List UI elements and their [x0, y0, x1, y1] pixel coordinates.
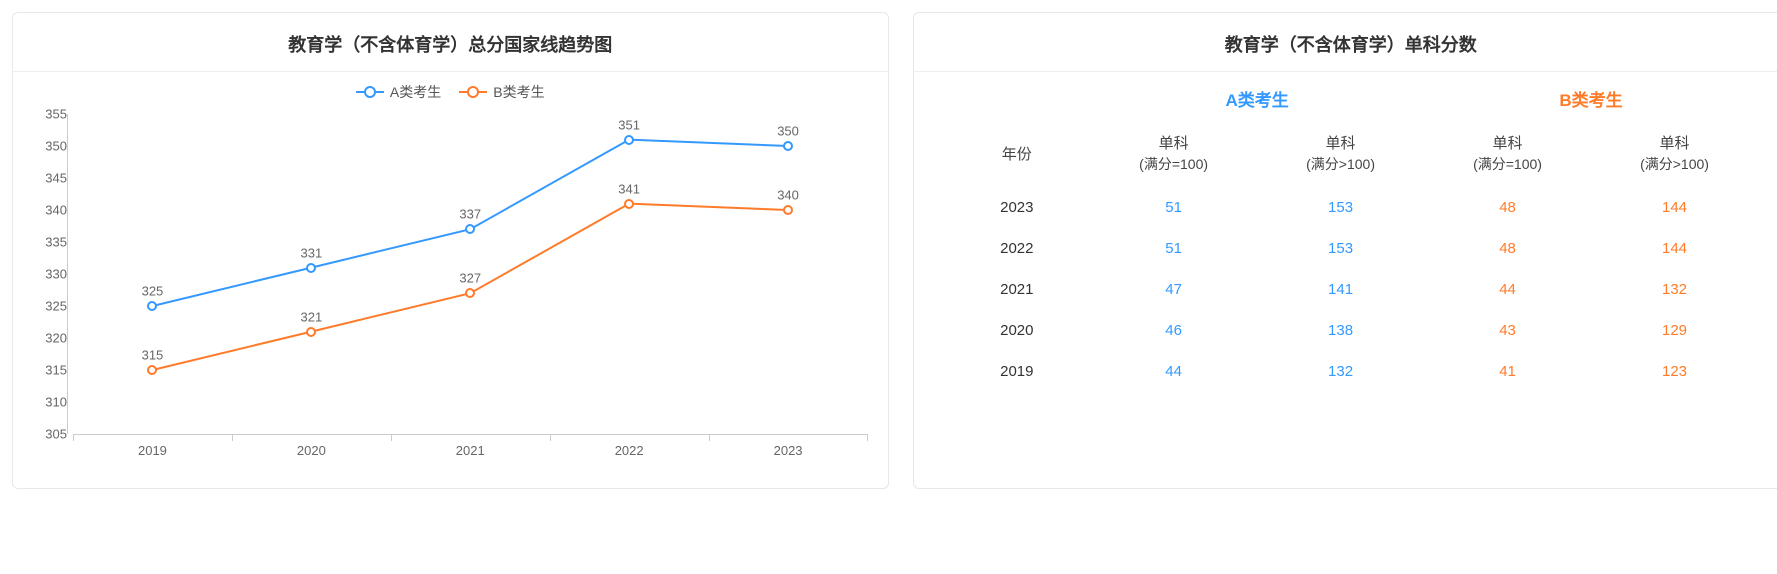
y-tick-label: 355: [45, 107, 67, 122]
chart-point-label: 350: [777, 124, 799, 139]
table-row: 20235115348144: [944, 187, 1759, 228]
cell-b100p: 144: [1591, 228, 1758, 269]
chart-point-label: 321: [300, 309, 322, 324]
table-row: 20194413241123: [944, 351, 1759, 392]
table-body: A类考生 B类考生 年份 单科 (满分=100) 单科 (满分>100): [914, 86, 1777, 410]
legend-item-a: A类考生: [356, 82, 441, 102]
y-tick-label: 325: [45, 299, 67, 314]
x-tick-label: 2019: [73, 434, 232, 474]
cell-a100p: 141: [1257, 269, 1424, 310]
col-a100-header: 单科 (满分=100): [1090, 121, 1257, 187]
table-group-header: A类考生 B类考生: [944, 86, 1759, 111]
cell-b100: 41: [1424, 351, 1591, 392]
group-header-spacer: [944, 86, 1091, 111]
cell-b100: 44: [1424, 269, 1591, 310]
chart-point-label: 351: [618, 117, 640, 132]
y-tick-label: 335: [45, 235, 67, 250]
table-panel: 教育学（不含体育学）单科分数 A类考生 B类考生 年份 单科 (满分=100): [913, 12, 1777, 489]
col-year-header: 年份: [944, 121, 1091, 187]
y-tick-label: 305: [45, 427, 67, 442]
cell-year: 2020: [944, 310, 1091, 351]
y-axis: 305310315320325330335340345350355: [27, 114, 67, 434]
cell-a100p: 138: [1257, 310, 1424, 351]
chart-point: [306, 263, 316, 273]
y-tick-label: 320: [45, 331, 67, 346]
cell-year: 2019: [944, 351, 1091, 392]
cell-b100: 48: [1424, 187, 1591, 228]
chart-area: 305310315320325330335340345350355 325331…: [73, 114, 868, 474]
chart-point-label: 337: [459, 207, 481, 222]
cell-a100: 51: [1090, 228, 1257, 269]
cell-year: 2022: [944, 228, 1091, 269]
chart-legend: A类考生 B类考生: [13, 82, 888, 102]
group-header-b: B类考生: [1424, 86, 1758, 111]
score-table: 年份 单科 (满分=100) 单科 (满分>100) 单科 (满分=100): [944, 121, 1759, 392]
legend-label-b: B类考生: [493, 82, 544, 102]
col-b100p-header: 单科 (满分>100): [1591, 121, 1758, 187]
chart-point: [624, 135, 634, 145]
legend-item-b: B类考生: [459, 82, 544, 102]
cell-b100: 43: [1424, 310, 1591, 351]
x-tick-label: 2021: [391, 434, 550, 474]
cell-b100p: 123: [1591, 351, 1758, 392]
group-header-a: A类考生: [1090, 86, 1424, 111]
chart-point-label: 315: [142, 348, 164, 363]
y-tick-label: 310: [45, 395, 67, 410]
chart-panel: 教育学（不含体育学）总分国家线趋势图 A类考生 B类考生 30531031532…: [12, 12, 889, 489]
chart-divider: [13, 71, 888, 72]
cell-a100p: 153: [1257, 228, 1424, 269]
legend-swatch-b: [459, 86, 487, 98]
legend-swatch-a: [356, 86, 384, 98]
y-baseline: [67, 114, 68, 434]
table-divider: [914, 71, 1777, 72]
chart-plot: 325 331 337 351 350 315 321 327 341 340: [73, 114, 868, 434]
x-tick-label: 2022: [550, 434, 709, 474]
chart-point: [147, 301, 157, 311]
chart-body: A类考生 B类考生 305 310 315 320 325 330 335 340 345 350…: [13, 82, 888, 488]
cell-b100p: 144: [1591, 187, 1758, 228]
table-row: 20225115348144: [944, 228, 1759, 269]
y-tick-label: 350: [45, 139, 67, 154]
cell-a100: 51: [1090, 187, 1257, 228]
legend-label-a: A类考生: [390, 82, 441, 102]
cell-a100: 44: [1090, 351, 1257, 392]
y-tick-label: 345: [45, 171, 67, 186]
chart-point: [306, 327, 316, 337]
cell-year: 2023: [944, 187, 1091, 228]
y-tick-label: 315: [45, 363, 67, 378]
chart-point-label: 341: [618, 181, 640, 196]
table-row: 20214714144132: [944, 269, 1759, 310]
y-tick-label: 330: [45, 267, 67, 282]
x-axis: 20192020202120222023: [73, 434, 868, 474]
x-tick-label: 2020: [232, 434, 391, 474]
x-tick-label: 2023: [709, 434, 868, 474]
chart-point: [465, 224, 475, 234]
cell-a100: 47: [1090, 269, 1257, 310]
cell-a100p: 132: [1257, 351, 1424, 392]
chart-point: [147, 365, 157, 375]
chart-point: [783, 141, 793, 151]
chart-point: [624, 199, 634, 209]
chart-point: [465, 288, 475, 298]
chart-point-label: 325: [142, 284, 164, 299]
cell-a100p: 153: [1257, 187, 1424, 228]
cell-b100: 48: [1424, 228, 1591, 269]
chart-title: 教育学（不含体育学）总分国家线趋势图: [13, 13, 888, 71]
cell-b100p: 129: [1591, 310, 1758, 351]
table-subheader-row: 年份 单科 (满分=100) 单科 (满分>100) 单科 (满分=100): [944, 121, 1759, 187]
dashboard-container: 教育学（不含体育学）总分国家线趋势图 A类考生 B类考生 30531031532…: [12, 12, 1777, 489]
cell-b100p: 132: [1591, 269, 1758, 310]
col-b100-header: 单科 (满分=100): [1424, 121, 1591, 187]
cell-a100: 46: [1090, 310, 1257, 351]
chart-point-label: 340: [777, 188, 799, 203]
cell-year: 2021: [944, 269, 1091, 310]
table-row: 20204613843129: [944, 310, 1759, 351]
chart-point-label: 327: [459, 271, 481, 286]
table-title: 教育学（不含体育学）单科分数: [914, 13, 1777, 71]
chart-point: [783, 205, 793, 215]
col-a100p-header: 单科 (满分>100): [1257, 121, 1424, 187]
y-tick-label: 340: [45, 203, 67, 218]
chart-point-label: 331: [300, 245, 322, 260]
